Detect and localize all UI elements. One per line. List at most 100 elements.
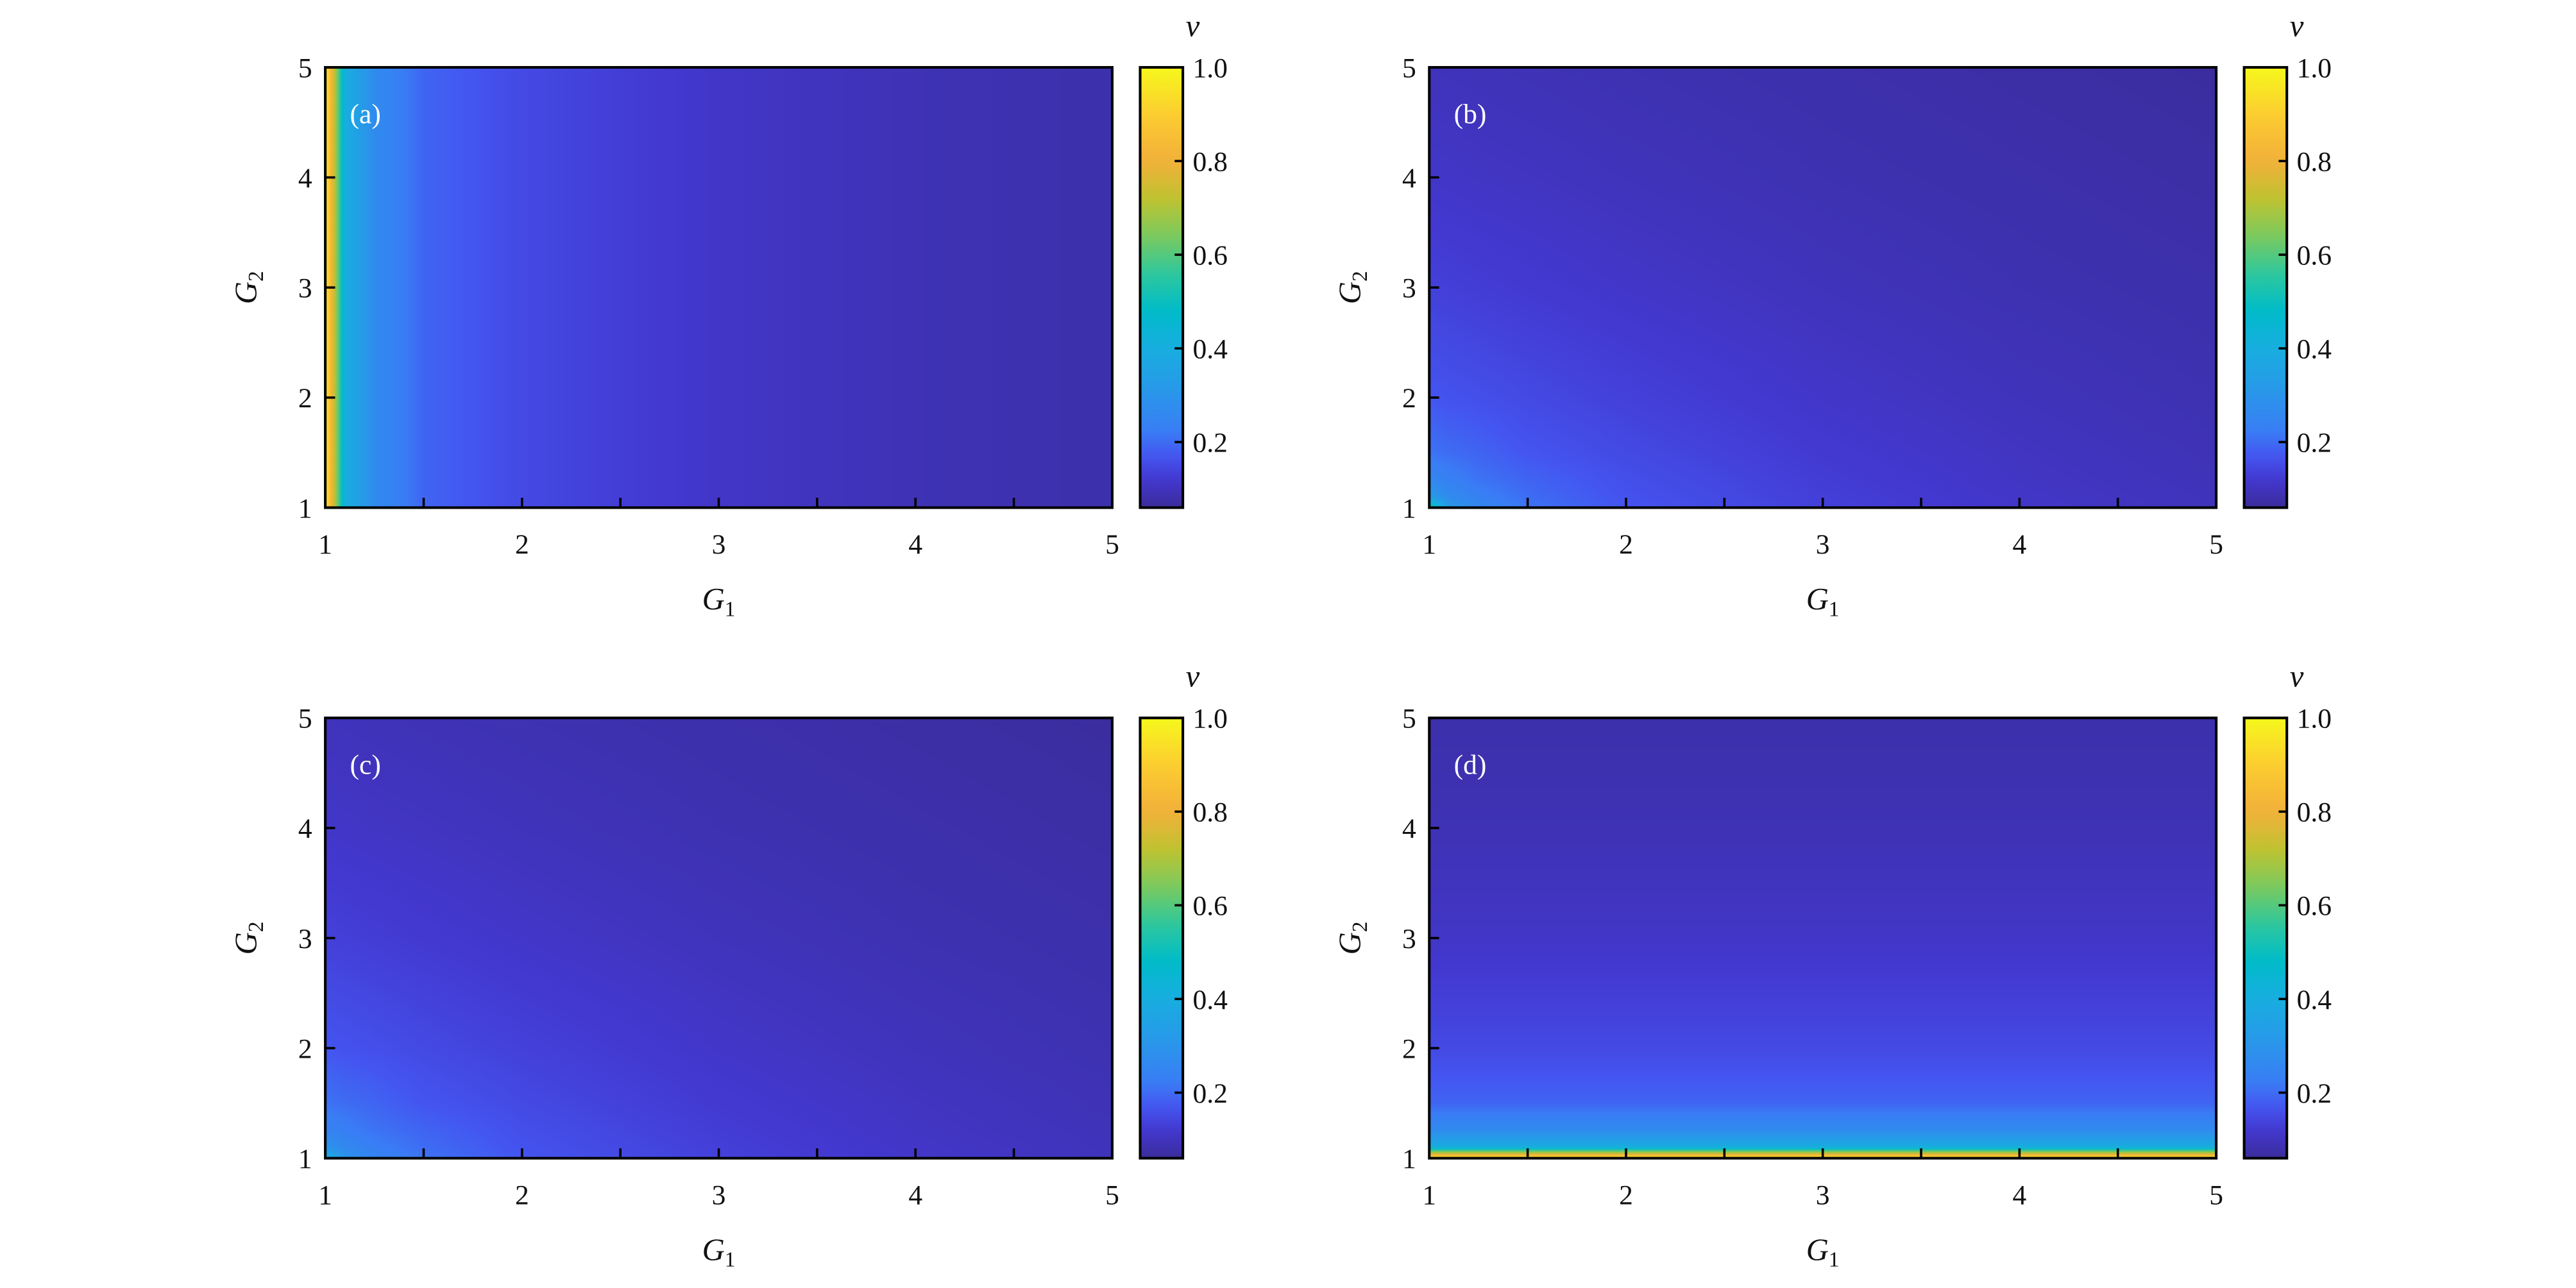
colorbar-tick-label: 0.6 <box>2297 891 2332 922</box>
x-tick-label: 1 <box>1422 529 1436 560</box>
x-axis-label: G1 <box>702 1232 736 1271</box>
x-tick-label: 1 <box>318 529 332 560</box>
y-axis-label: G2 <box>1333 271 1372 304</box>
colorbar-tick-label: 0.8 <box>1192 797 1227 828</box>
y-axis-label: G2 <box>229 922 268 955</box>
colorbar-label: v <box>1186 659 1200 694</box>
x-tick-label: 5 <box>1105 529 1119 560</box>
y-tick-label: 5 <box>298 704 312 734</box>
colorbar-tick-label: 0.6 <box>1192 240 1227 271</box>
colorbar-tick-label: 1.0 <box>2297 53 2332 83</box>
y-tick-label: 3 <box>298 924 312 954</box>
x-tick-label: 5 <box>2209 1180 2223 1210</box>
x-tick-label: 3 <box>712 1180 726 1210</box>
x-tick-label: 4 <box>2013 529 2027 560</box>
y-tick-label: 1 <box>1402 493 1416 524</box>
colorbar-tick-label: 0.2 <box>2297 428 2332 459</box>
colorbar-tick-label: 1.0 <box>2297 704 2332 734</box>
colorbar-tick-label: 0.6 <box>2297 240 2332 271</box>
y-tick-label: 4 <box>298 163 312 194</box>
x-axis-label-base: G <box>702 582 725 616</box>
y-axis-label-base: G <box>229 932 264 954</box>
colorbar-label: v <box>2290 659 2304 694</box>
y-axis-label-base: G <box>1333 932 1368 954</box>
y-tick-label: 4 <box>1402 813 1416 844</box>
x-axis-label: G1 <box>1806 1232 1840 1271</box>
x-axis-label: G1 <box>1806 582 1840 621</box>
y-axis-label-subscript: 2 <box>1348 922 1372 933</box>
x-tick-label: 5 <box>1105 1180 1119 1210</box>
colorbar-tick-label: 0.2 <box>2297 1078 2332 1109</box>
x-tick-label: 2 <box>1619 529 1633 560</box>
y-axis-label-subscript: 2 <box>244 922 268 933</box>
heatmap <box>1429 718 2217 1158</box>
colorbar <box>1139 65 1185 509</box>
x-tick-label: 4 <box>2013 1180 2027 1210</box>
x-axis-label-base: G <box>1806 1232 1829 1267</box>
x-axis-label: G1 <box>702 582 736 621</box>
y-tick-label: 2 <box>1402 1033 1416 1064</box>
colorbar-tick-label: 1.0 <box>1192 704 1227 734</box>
x-tick-label: 1 <box>318 1180 332 1210</box>
y-tick-label: 5 <box>298 53 312 83</box>
heatmap <box>325 67 1112 508</box>
x-tick-label: 3 <box>1816 529 1830 560</box>
y-tick-label: 3 <box>298 273 312 304</box>
y-tick-label: 2 <box>298 1033 312 1064</box>
panel-label: (d) <box>1454 749 1487 780</box>
colorbar <box>1139 716 1185 1160</box>
y-tick-label: 5 <box>1402 53 1416 83</box>
panel-label: (c) <box>350 749 381 780</box>
x-axis-label-base: G <box>702 1232 725 1267</box>
y-axis-label: G2 <box>1333 922 1372 955</box>
y-tick-label: 1 <box>298 1144 312 1174</box>
x-axis-label-subscript: 1 <box>1829 1248 1840 1272</box>
y-axis-label: G2 <box>229 271 268 304</box>
x-tick-label: 5 <box>2209 529 2223 560</box>
colorbar <box>2242 65 2289 509</box>
colorbar-tick-label: 0.6 <box>1192 891 1227 922</box>
y-tick-label: 1 <box>298 493 312 524</box>
heatmap <box>1429 67 2217 508</box>
colorbar <box>2242 716 2289 1160</box>
y-tick-label: 4 <box>298 813 312 844</box>
x-tick-label: 4 <box>908 1180 922 1210</box>
y-tick-label: 2 <box>1402 383 1416 414</box>
x-tick-label: 2 <box>515 529 529 560</box>
x-tick-label: 3 <box>1816 1180 1830 1210</box>
colorbar-label: v <box>1186 8 1200 43</box>
y-axis-label-subscript: 2 <box>1348 271 1372 282</box>
colorbar-tick-label: 0.2 <box>1192 428 1227 459</box>
y-tick-label: 4 <box>1402 163 1416 194</box>
colorbar-tick-label: 0.4 <box>1192 985 1228 1015</box>
y-axis-label-base: G <box>1333 282 1368 304</box>
y-tick-label: 3 <box>1402 273 1416 304</box>
colorbar-tick-label: 0.4 <box>2297 334 2332 365</box>
panel-label: (a) <box>350 99 381 130</box>
colorbar-tick-label: 0.8 <box>1192 146 1227 177</box>
colorbar-tick-label: 0.8 <box>2297 797 2332 828</box>
y-axis-label-subscript: 2 <box>244 271 268 282</box>
colorbar-tick-label: 0.4 <box>2297 985 2332 1015</box>
colorbar-tick-label: 0.4 <box>1192 334 1228 365</box>
y-axis-label-base: G <box>229 282 264 304</box>
y-tick-label: 3 <box>1402 924 1416 954</box>
x-axis-label-subscript: 1 <box>1829 597 1840 621</box>
y-tick-label: 2 <box>298 383 312 414</box>
x-tick-label: 4 <box>908 529 922 560</box>
x-axis-label-base: G <box>1806 582 1829 616</box>
colorbar-tick-label: 0.2 <box>1192 1078 1227 1109</box>
panel-label: (b) <box>1454 99 1487 130</box>
x-tick-label: 3 <box>712 529 726 560</box>
x-axis-label-subscript: 1 <box>725 597 736 621</box>
colorbar-tick-label: 1.0 <box>1192 53 1227 83</box>
y-tick-label: 1 <box>1402 1144 1416 1174</box>
colorbar-tick-label: 0.8 <box>2297 146 2332 177</box>
x-tick-label: 1 <box>1422 1180 1436 1210</box>
x-tick-label: 2 <box>515 1180 529 1210</box>
heatmap <box>325 718 1112 1158</box>
